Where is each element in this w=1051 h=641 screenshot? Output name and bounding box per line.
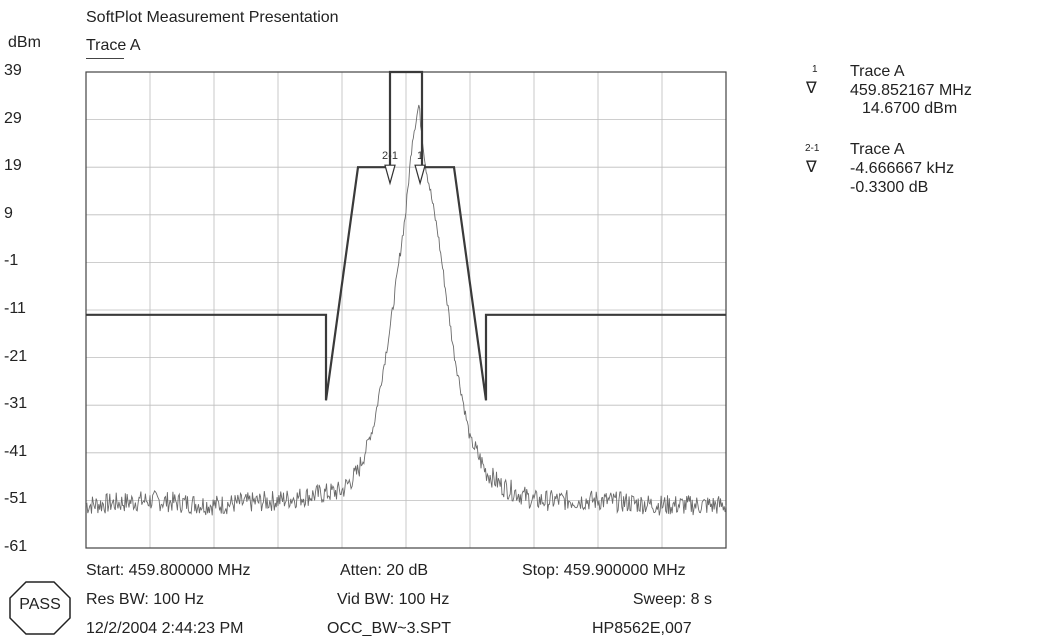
trace-underline bbox=[86, 58, 124, 59]
limit-mask-line bbox=[86, 70, 726, 401]
marker-readout-1-level: 14.6700 dBm bbox=[862, 100, 958, 117]
marker-2-1-label: 2-1 bbox=[382, 150, 398, 162]
footer-stop: Stop: 459.900000 MHz bbox=[522, 562, 686, 579]
marker-readout-1-freq: 459.852167 MHz bbox=[850, 82, 972, 99]
marker-readout-2-level: -0.3300 dB bbox=[850, 179, 929, 196]
y-tick-label: -51 bbox=[4, 490, 28, 508]
marker-1-icon bbox=[414, 164, 426, 186]
footer-start: Start: 459.800000 MHz bbox=[86, 562, 251, 579]
y-tick-label: -41 bbox=[4, 442, 28, 460]
chart-title: SoftPlot Measurement Presentation bbox=[86, 9, 339, 26]
y-tick-label: -61 bbox=[4, 538, 28, 555]
marker-readout-2-icon: ∇ bbox=[806, 159, 817, 176]
y-unit-label: dBm bbox=[8, 34, 41, 51]
footer-datetime: 12/2/2004 2:44:23 PM bbox=[86, 620, 244, 637]
footer-res-bw: Res BW: 100 Hz bbox=[86, 591, 204, 608]
marker-readout-1-number: 1 bbox=[812, 64, 818, 75]
y-tick-label: -21 bbox=[4, 347, 28, 365]
y-tick-label: 9 bbox=[4, 204, 13, 222]
marker-readout-1-icon: ∇ bbox=[806, 80, 817, 97]
footer-sweep: Sweep: 8 s bbox=[632, 591, 712, 608]
pass-label: PASS bbox=[19, 596, 61, 613]
pass-octagon-icon bbox=[9, 581, 71, 635]
pass-stamp: PASS bbox=[8, 580, 72, 636]
marker-readout-2-freq: -4.666667 kHz bbox=[850, 160, 955, 177]
marker-readout-2-number: 2-1 bbox=[805, 143, 820, 154]
footer-file: OCC_BW~3.SPT bbox=[327, 620, 452, 637]
y-tick-label: 19 bbox=[4, 157, 22, 175]
marker-readout-1-trace: Trace A bbox=[850, 63, 905, 80]
y-tick-label: -31 bbox=[4, 395, 28, 413]
marker-2-1-icon bbox=[384, 164, 396, 186]
y-tick-label: -1 bbox=[4, 252, 19, 270]
footer-instrument: HP8562E,007 bbox=[592, 620, 692, 637]
y-tick-label: -11 bbox=[4, 300, 26, 317]
marker-readout-2-trace: Trace A bbox=[850, 141, 905, 158]
y-tick-label: 29 bbox=[4, 109, 22, 127]
footer-vid-bw: Vid BW: 100 Hz bbox=[337, 591, 450, 608]
footer-atten: Atten: 20 dB bbox=[340, 562, 429, 579]
marker-1-label: 1 bbox=[417, 150, 423, 162]
trace-a-line bbox=[85, 104, 727, 516]
trace-label: Trace A bbox=[86, 37, 141, 54]
y-tick-label: 39 bbox=[4, 62, 22, 79]
